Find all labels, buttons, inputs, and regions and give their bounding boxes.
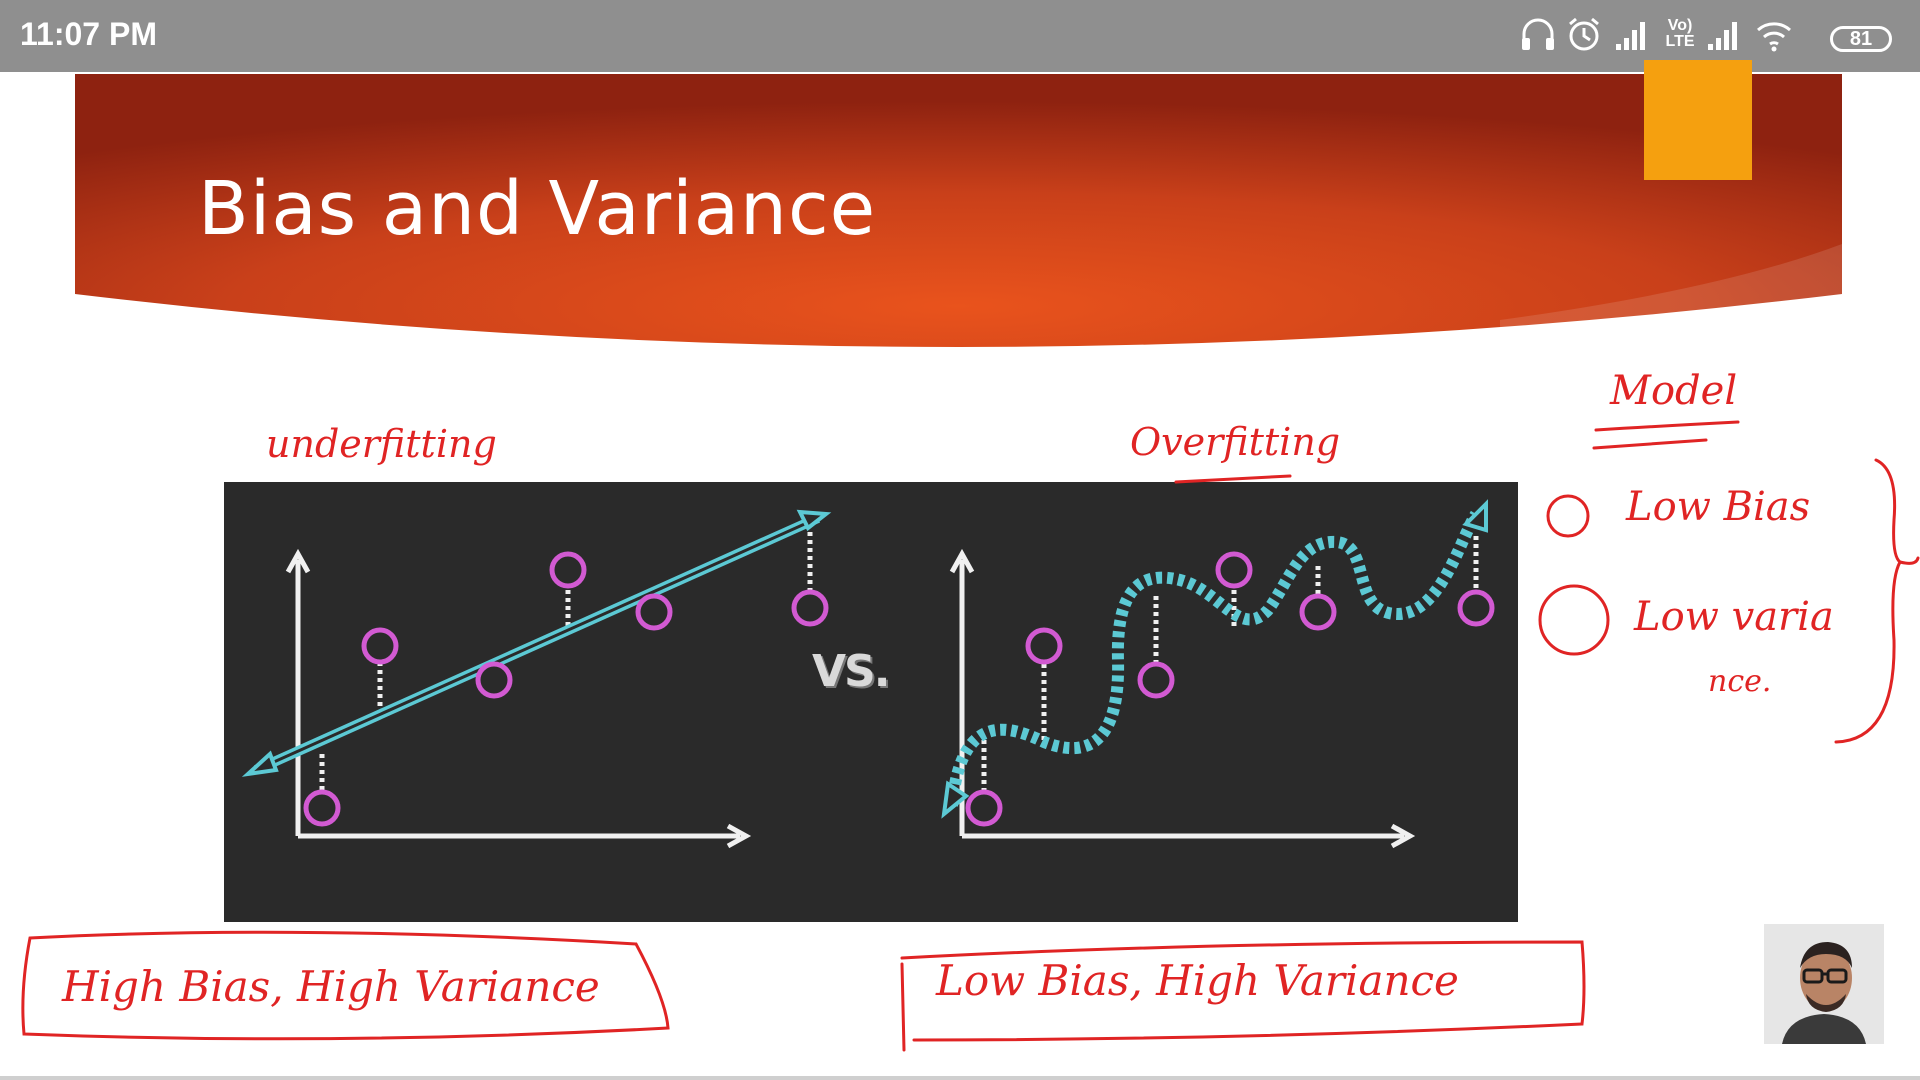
right-axes [949,548,1416,849]
underfit-line [241,509,832,777]
overfitting-annotation: Overfitting [1130,420,1341,464]
bottom-bar [0,1076,1920,1080]
data-point [549,551,587,589]
orange-marker [1644,60,1752,180]
signal-icon [1708,22,1737,50]
volte-icon: Vo) LTE [1660,18,1700,50]
network-type-label: Vo) LTE [1665,17,1695,50]
low-variance-text: Low varia [1634,594,1834,640]
right-data-points [965,551,1495,827]
data-point [635,593,673,631]
battery-icon: 81 [1830,26,1892,52]
left-data-points [303,551,829,827]
status-icons: Vo) LTE 81 [1510,14,1910,60]
vs-label: VS. [812,646,890,697]
underfitting-annotation: underfitting [266,422,497,466]
title-banner [75,74,1842,347]
data-point [1457,589,1495,627]
data-point [1299,593,1337,631]
data-point [1215,551,1253,589]
low-bias-text: Low Bias [1626,484,1811,530]
wifi-icon [1757,22,1791,52]
battery-level: 81 [1849,28,1873,50]
presenter-avatar [1764,924,1884,1044]
model-annotation: Model [1610,368,1738,414]
data-point [303,789,341,827]
low-variance-annotation: Low varia [1604,594,1834,640]
low-bias-high-variance-caption: Low Bias, High Variance [936,956,1459,1005]
data-point [1025,627,1063,665]
data-point [791,589,829,627]
overfit-curve [941,499,1488,819]
data-point [1137,661,1175,699]
high-bias-high-variance-caption: High Bias, High Variance [62,962,600,1011]
data-point [361,627,399,665]
data-point [965,789,1003,827]
headphones-icon [1522,18,1554,50]
left-axes [285,548,752,849]
low-bias-annotation: Low Bias [1604,484,1810,530]
variance-continuation: nce. [1708,664,1772,699]
status-bar: 11:07 PM Vo) LTE [0,0,1920,72]
status-time: 11:07 PM [20,16,157,52]
alarm-icon [1569,17,1599,51]
signal-icon [1616,22,1645,50]
data-point [475,661,513,699]
presenter-webcam [1764,924,1884,1044]
slide-title: Bias and Variance [198,166,877,252]
